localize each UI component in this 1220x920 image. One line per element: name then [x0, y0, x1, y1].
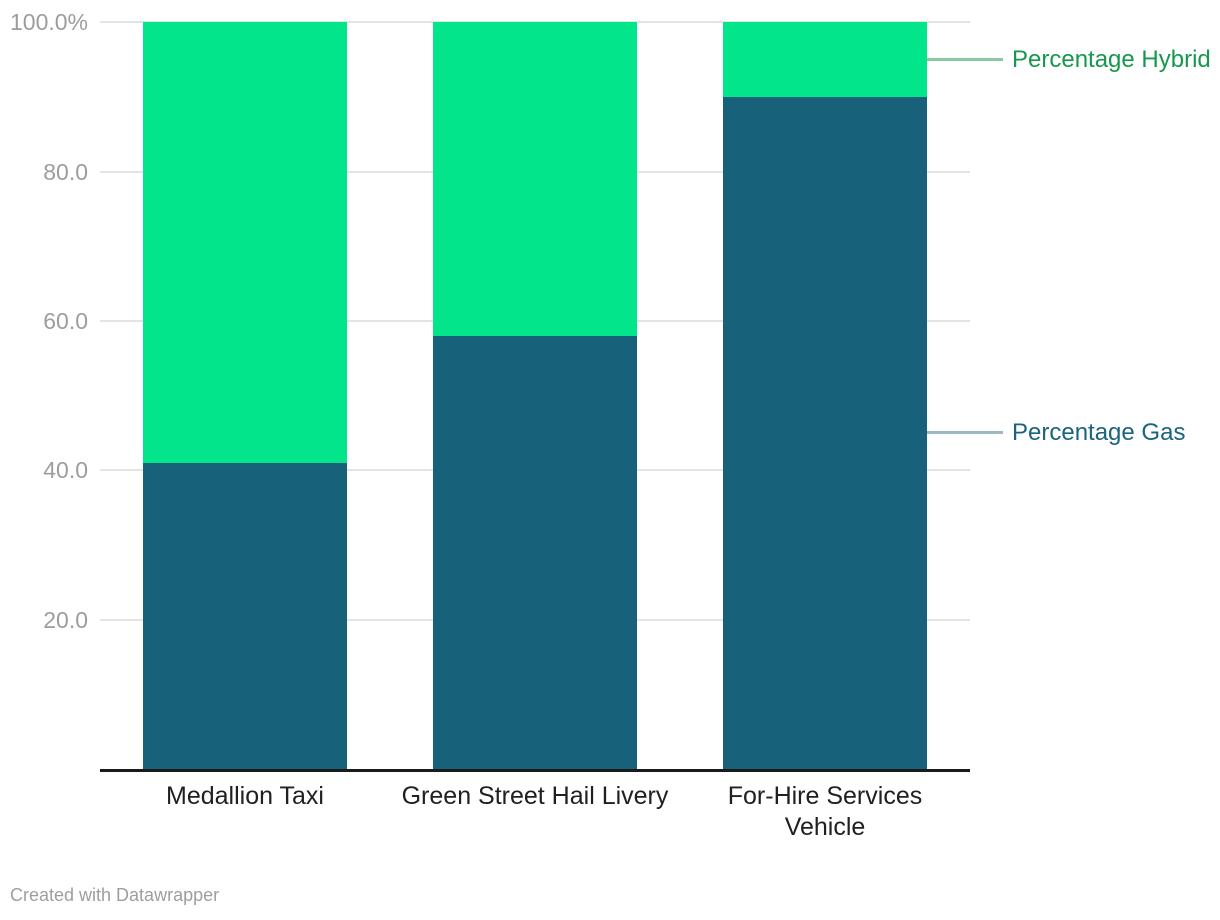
- bar-green-street-hail-livery-percentage-hybrid[interactable]: [433, 22, 637, 336]
- bar-green-street-hail-livery-percentage-gas[interactable]: [433, 335, 637, 769]
- bar-for-hire-services-vehicle-percentage-gas[interactable]: [723, 97, 927, 769]
- y-tick-label-80: 80.0: [43, 158, 88, 185]
- x-axis-label-medallion-taxi: Medallion Taxi: [166, 782, 324, 810]
- y-tick-label-40: 40.0: [43, 457, 88, 484]
- series-label-percentage-gas: Percentage Gas: [1012, 419, 1186, 447]
- y-tick-label-100: 100.0%: [9, 9, 88, 36]
- x-axis-line: [100, 769, 970, 772]
- y-tick-label-60: 60.0: [43, 308, 88, 335]
- bar-medallion-taxi-percentage-gas[interactable]: [143, 462, 347, 769]
- x-axis-label-green-street-hail-livery: Green Street Hail Livery: [401, 782, 669, 810]
- series-connector-percentage-hybrid: [927, 57, 1003, 61]
- series-label-percentage-hybrid: Percentage Hybrid: [1012, 45, 1211, 73]
- bar-medallion-taxi-percentage-hybrid[interactable]: [143, 22, 347, 463]
- stacked-bar-chart: 20.0 40.0 60.0 80.0 100.0% Medallion Taxi Gree…: [9, 9, 1211, 841]
- datawrapper-credit-link[interactable]: Created with Datawrapper: [10, 885, 220, 905]
- series-connector-percentage-gas: [927, 431, 1003, 435]
- y-tick-label-20: 20.0: [43, 606, 88, 633]
- x-axis-label-for-hire-services-vehicle: For-Hire Services Vehicle: [727, 782, 923, 841]
- bar-for-hire-services-vehicle-percentage-hybrid[interactable]: [723, 22, 927, 98]
